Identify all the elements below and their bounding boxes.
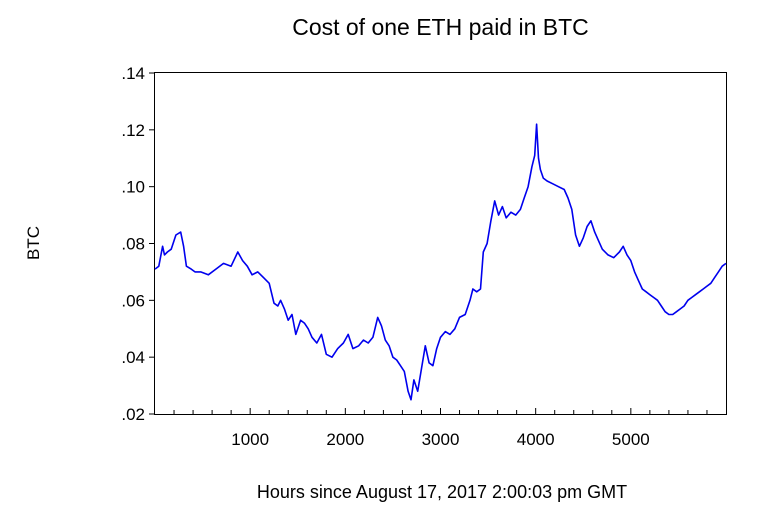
x-axis: 1000 2000 3000 4000 5000: [173, 408, 708, 449]
y-tick-label: .12: [121, 121, 145, 140]
y-tick-label: .08: [121, 235, 145, 254]
y-tick-label: .04: [121, 348, 145, 367]
y-tick-label: .10: [121, 178, 145, 197]
y-axis: .02 .04 .06 .08 .10 .12 .14: [121, 64, 155, 424]
x-tick-label: 2000: [326, 430, 364, 449]
x-tick-label: 3000: [422, 430, 460, 449]
y-axis-label: BTC: [24, 226, 43, 260]
y-tick-label: .02: [121, 405, 145, 424]
x-tick-label: 1000: [231, 430, 269, 449]
chart-title: Cost of one ETH paid in BTC: [292, 14, 589, 40]
y-tick-label: .14: [121, 64, 145, 83]
y-tick-label: .06: [121, 291, 145, 310]
series-layer: [154, 123, 727, 401]
x-tick-label: 5000: [612, 430, 650, 449]
plot-frame: [154, 72, 727, 415]
x-axis-label: Hours since August 17, 2017 2:00:03 pm G…: [256, 482, 628, 502]
series-line: [154, 123, 727, 401]
x-tick-label: 4000: [517, 430, 555, 449]
